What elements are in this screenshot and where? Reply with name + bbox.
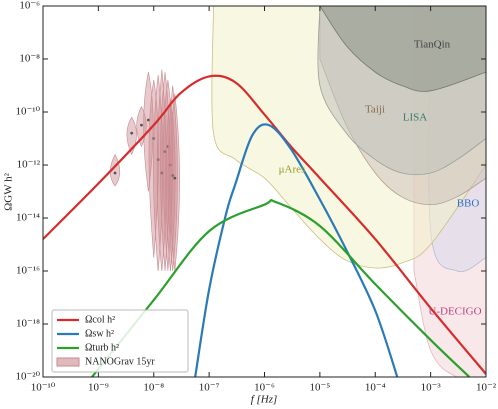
- plot-area: [43, 6, 486, 377]
- legend-label: Ωcol h²: [85, 314, 115, 325]
- region-label: μAres: [279, 164, 306, 176]
- legend: Ωcol h² Ωsw h² Ωturb h² NANOGrav 15yr: [51, 309, 189, 373]
- legend-swatch: [56, 357, 80, 367]
- y-tick-label: 10⁻¹⁰: [15, 106, 40, 118]
- nanograv-median: [160, 171, 164, 175]
- y-tick-label: 10⁻¹⁶: [16, 265, 40, 277]
- nanograv-median: [146, 118, 150, 122]
- nanograv-median: [113, 171, 117, 175]
- nanograv-median: [173, 176, 177, 180]
- y-tick-label: 10⁻⁶: [19, 0, 40, 12]
- x-tick-label: 10⁻³: [421, 382, 442, 394]
- x-tick-label: 10⁻⁷: [199, 382, 220, 394]
- region-label: U-DECIGO: [428, 306, 481, 318]
- legend-box: [51, 309, 189, 373]
- legend-label: Ωturb h²: [85, 342, 119, 353]
- nanograv-median: [140, 123, 143, 127]
- nanograv-violin: [167, 85, 178, 272]
- y-tick-label: 10⁻¹⁴: [16, 212, 40, 224]
- region-label: LISA: [403, 112, 428, 124]
- y-tick-label: 10⁻¹⁸: [16, 318, 40, 330]
- legend-label: Ωsw h²: [85, 328, 114, 339]
- x-tick-label: 10⁻⁹: [88, 382, 109, 394]
- x-tick-label: 10⁻⁴: [365, 382, 386, 394]
- nanograv-median: [130, 131, 134, 135]
- region-label: TianQin: [414, 39, 451, 51]
- spectrum-line: [43, 74, 486, 375]
- nanograv-violin: [165, 98, 176, 272]
- spectrum-line: [194, 123, 399, 377]
- nanograv-median: [171, 174, 175, 177]
- y-tick-label: 10⁻²⁰: [15, 371, 40, 383]
- y-axis-label: ΩGW h²: [3, 172, 15, 211]
- sensitivity-region: [319, 6, 486, 92]
- region-label: BBO: [457, 198, 480, 210]
- nanograv-median: [156, 158, 160, 161]
- legend-label: NANOGrav 15yr: [85, 356, 155, 367]
- y-tick-label: 10⁻¹²: [17, 159, 41, 171]
- y-tick-label: 10⁻⁸: [19, 53, 40, 65]
- x-axis-label: f [Hz]: [251, 394, 278, 406]
- x-tick-label: 10⁻⁵: [310, 382, 331, 394]
- x-tick-label: 10⁻⁸: [143, 382, 164, 394]
- x-tick-label: 10⁻²: [476, 382, 497, 394]
- x-tick-label: 10⁻¹⁰: [31, 382, 56, 394]
- x-tick-label: 10⁻⁶: [254, 382, 275, 394]
- region-label: Taiji: [365, 104, 385, 116]
